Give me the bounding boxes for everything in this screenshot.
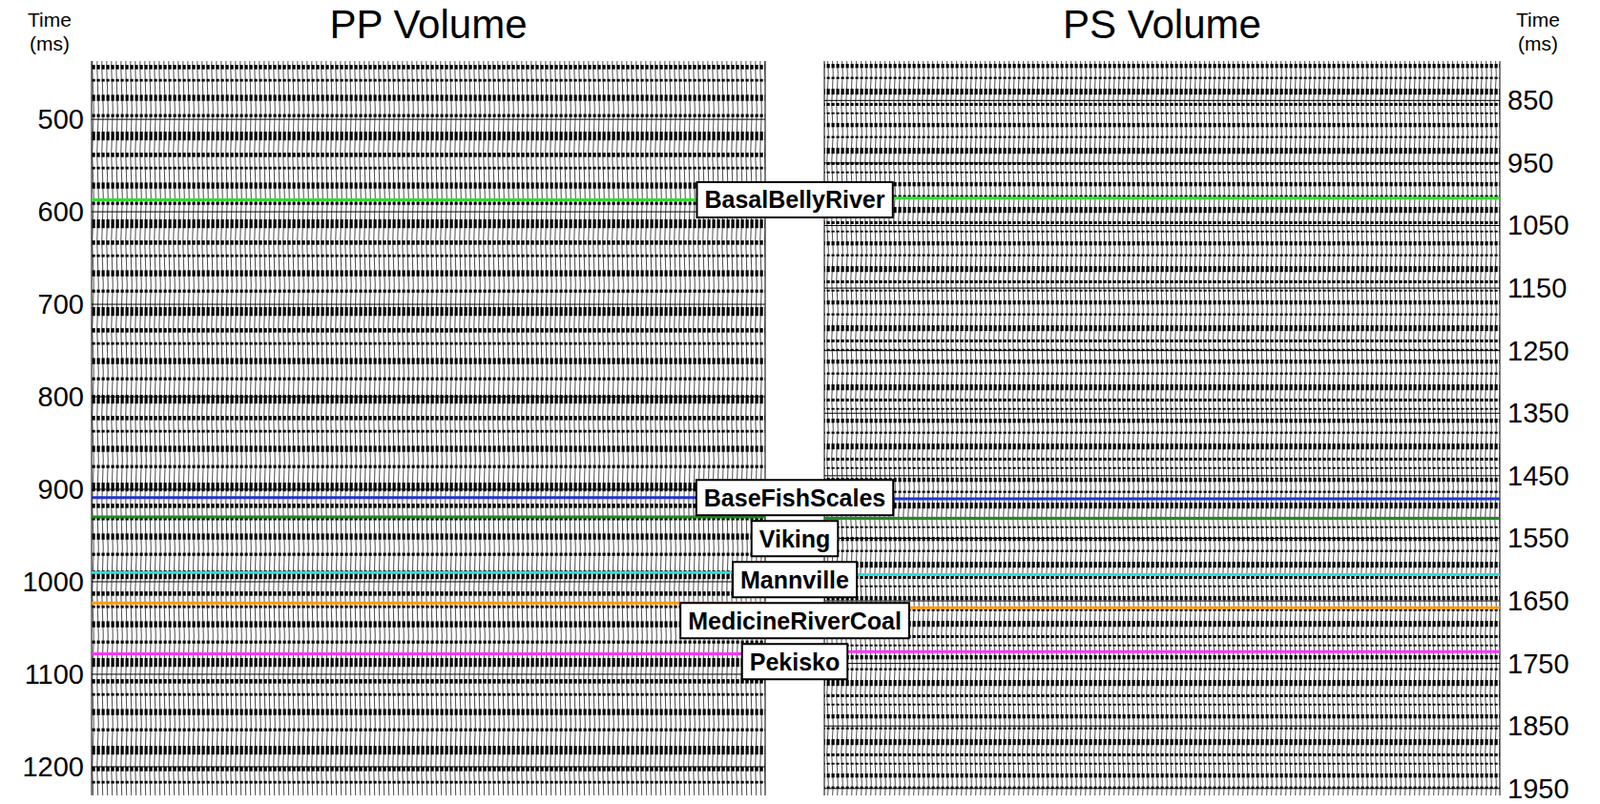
horizon-label-box [732, 561, 857, 598]
grid-line [824, 788, 1500, 790]
tick-label: 1100 [24, 659, 84, 690]
seismic-traces [91, 61, 766, 796]
grid-line [91, 489, 766, 491]
grid-line [91, 673, 766, 675]
horizon-label-box [680, 602, 910, 639]
grid-line [91, 119, 766, 121]
grid-line [824, 288, 1500, 290]
grid-line [824, 225, 1500, 227]
horizon-label: Mannville [740, 566, 850, 594]
tick-label: 1450 [1507, 460, 1570, 492]
horizon [91, 652, 766, 656]
panel-title: PP Volume [329, 1, 527, 47]
horizon-label: BaseFishScales [704, 484, 886, 512]
horizon [824, 517, 1500, 520]
axis-title: Time(ms) [27, 8, 72, 55]
axis-line [1499, 61, 1501, 796]
horizon-label: BasalBellyRiver [704, 186, 885, 213]
tick-label: 600 [38, 196, 84, 228]
horizon [824, 573, 1500, 577]
horizon-label-box [742, 644, 849, 680]
plot-area [91, 119, 766, 768]
horizon [91, 516, 766, 520]
grid-line [91, 396, 766, 398]
grid-line [91, 211, 766, 213]
grid-line [824, 413, 1500, 415]
tick-label: 950 [1507, 147, 1554, 179]
tick-label: 850 [1507, 84, 1554, 116]
horizon-label: Pekisko [749, 648, 841, 676]
tick-label: 1650 [1507, 585, 1570, 617]
horizon [824, 498, 1500, 501]
horizon [824, 606, 1500, 610]
horizon [824, 650, 1500, 654]
tick-label: 1000 [21, 566, 84, 598]
axis-title: Time(ms) [1516, 8, 1560, 55]
axis-title-line: (ms) [29, 32, 70, 55]
grid-line [91, 581, 766, 582]
axis-line [824, 61, 826, 796]
grid-line [824, 100, 1500, 102]
horizon [91, 602, 766, 605]
tick-label: 1200 [21, 751, 84, 783]
horizon [824, 196, 1500, 200]
horizon [91, 571, 766, 575]
tick-label: 900 [38, 474, 84, 505]
tick-label: 1150 [1507, 272, 1567, 304]
tick-label: 700 [38, 289, 84, 320]
tick-label: 1750 [1507, 648, 1570, 680]
horizon-label-box [751, 520, 839, 557]
grid-line [91, 304, 766, 306]
panel: 850 950 1050 1150 1250 1350 1450 1550 1650 1750 18… [824, 61, 1570, 804]
tick-label: 1950 [1507, 773, 1570, 804]
horizon [91, 496, 766, 499]
panel: 500 600 700 800 900 1000 1100 1200 [21, 61, 766, 796]
tick-label: 800 [38, 381, 84, 413]
grid-line [824, 726, 1500, 728]
seismic-traces [824, 61, 1500, 796]
tick-label: 1550 [1507, 522, 1570, 554]
panel-title: PS Volume [1062, 1, 1262, 47]
axis-line [91, 61, 93, 796]
grid-line [824, 663, 1500, 665]
horizon-label: Viking [759, 525, 832, 553]
grid-line [824, 475, 1500, 477]
tick-label: 1850 [1507, 710, 1570, 742]
grid-line [824, 538, 1500, 540]
grid-line [824, 162, 1500, 164]
tick-label: 1050 [1507, 209, 1570, 241]
tick-label: 1250 [1507, 335, 1570, 367]
grid-line [824, 601, 1500, 603]
grid-line [824, 350, 1500, 352]
horizon-label-box [696, 182, 893, 218]
grid-line [91, 766, 766, 768]
horizon-label-box [696, 479, 894, 516]
horizon-labels: BasalBellyRiver BaseFishScales Viking Mannv… [680, 182, 910, 680]
horizon [91, 198, 766, 202]
tick-label: 1350 [1507, 397, 1570, 429]
tick-label: 500 [38, 103, 84, 135]
horizon-label: MedicineRiverCoal [687, 607, 902, 635]
axis-title-line: Time [27, 8, 72, 31]
plot-area [824, 100, 1500, 789]
figure: 500 600 700 800 900 1000 1100 1200 PP Volume Time… [0, 0, 1600, 804]
axis-line [765, 61, 767, 796]
axis-title-line: Time [1516, 8, 1560, 31]
axis-title-line: (ms) [1517, 32, 1559, 55]
